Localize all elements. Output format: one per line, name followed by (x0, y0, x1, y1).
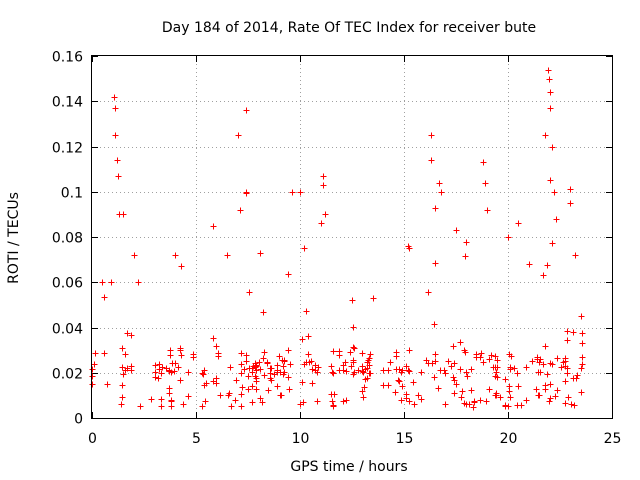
y-tick-label: 0.06 (52, 276, 83, 292)
y-tick-label: 0.12 (52, 141, 83, 157)
tick-layer: 0 0.02 0.04 0.06 0.08 0.1 0.12 0.14 0.16 0 5 10 15 20… (52, 50, 622, 448)
data-points (89, 67, 586, 411)
y-tick-label: 0.08 (52, 231, 83, 247)
x-axis-label: GPS time / hours (290, 459, 407, 475)
grid-layer (92, 56, 612, 418)
plot-frame (91, 55, 613, 419)
y-tick-label: 0.04 (52, 322, 83, 338)
x-tick-label: 25 (604, 431, 622, 447)
y-tick-label: 0.14 (52, 95, 83, 111)
x-tick-label: 10 (292, 431, 310, 447)
y-tick-label: 0 (74, 412, 83, 428)
y-tick-label: 0.02 (52, 367, 83, 383)
y-axis-label: ROTI / TECUs (6, 192, 22, 284)
x-tick-label: 0 (88, 431, 97, 447)
x-tick-label: 15 (396, 431, 414, 447)
roti-markers (89, 67, 586, 411)
y-tick-label: 0.16 (52, 50, 83, 66)
x-tick-label: 20 (500, 431, 518, 447)
x-tick-label: 5 (192, 431, 201, 447)
chart-title: Day 184 of 2014, Rate Of TEC Index for r… (162, 20, 536, 36)
y-tick-label: 0.1 (61, 186, 83, 202)
